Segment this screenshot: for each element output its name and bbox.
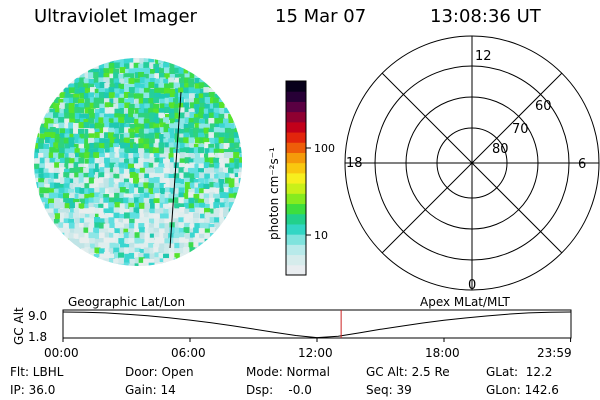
colorbar-cell bbox=[286, 203, 306, 215]
colorbar-cell bbox=[286, 152, 306, 164]
colorbar-cell bbox=[286, 81, 306, 92]
colorbar: 100 10 photon cm⁻²s⁻¹ bbox=[267, 80, 335, 276]
status-gc-alt: GC Alt: 2.5 Re bbox=[366, 365, 450, 379]
status-flt: Flt: LBHL bbox=[10, 365, 64, 379]
time-label: 13:08:36 UT bbox=[430, 6, 541, 27]
polar-mlt-label-0: 0 bbox=[468, 278, 476, 293]
date-label: 15 Mar 07 bbox=[275, 6, 367, 27]
orbit-x-tick-label: 18:00 bbox=[425, 346, 460, 360]
colorbar-cell bbox=[286, 132, 306, 143]
colorbar-cell bbox=[286, 234, 306, 245]
track-line bbox=[169, 91, 182, 249]
colorbar-cell bbox=[286, 162, 306, 174]
instrument-title: Ultraviolet Imager bbox=[34, 6, 197, 27]
colorbar-cell bbox=[286, 142, 306, 153]
colorbar-cell bbox=[286, 264, 306, 276]
orbit-x-tick-label: 23:59 bbox=[537, 346, 572, 360]
colorbar-cell bbox=[286, 172, 306, 184]
status-gain: Gain: 14 bbox=[125, 383, 176, 397]
colorbar-tick-label-100: 100 bbox=[314, 142, 335, 155]
colorbar-cell bbox=[286, 193, 306, 205]
polar-mlt-label-18: 18 bbox=[346, 156, 363, 171]
colorbar-cell bbox=[286, 111, 306, 123]
colorbar-unit-label: photon cm⁻²s⁻¹ bbox=[267, 147, 281, 240]
polar-lat-label-70: 70 bbox=[512, 122, 529, 137]
status-seq: Seq: 39 bbox=[366, 383, 412, 397]
colorbar-cell bbox=[286, 254, 306, 266]
colorbar-cell bbox=[286, 101, 306, 113]
polar-grid bbox=[344, 35, 600, 291]
colorbar-cell bbox=[286, 223, 306, 235]
status-dsp: Dsp: -0.0 bbox=[246, 383, 312, 397]
colorbar-cell bbox=[286, 183, 306, 194]
polar-lat-label-80: 80 bbox=[492, 142, 509, 157]
status-glat: GLat: 12.2 bbox=[486, 365, 553, 379]
orbit-altitude-line bbox=[62, 311, 571, 339]
uv-image-disk bbox=[34, 58, 242, 266]
polar-lat-label-60: 60 bbox=[535, 99, 552, 114]
orbit-x-tick-label: 00:00 bbox=[44, 346, 79, 360]
status-door: Door: Open bbox=[125, 365, 194, 379]
orbit-right-label: Apex MLat/MLT bbox=[420, 295, 510, 309]
orbit-x-tick-label: 06:00 bbox=[171, 346, 206, 360]
colorbar-frame bbox=[285, 80, 307, 276]
orbit-y-axis-label: GC Alt bbox=[12, 307, 26, 345]
orbit-y-tick-bottom: 1.8 bbox=[28, 330, 47, 344]
orbit-y-tick-top: 9.0 bbox=[28, 309, 47, 323]
polar-mlt-label-12: 12 bbox=[475, 49, 492, 64]
orbit-x-tick-label: 12:00 bbox=[298, 346, 333, 360]
colorbar-cell bbox=[286, 121, 306, 133]
colorbar-cell bbox=[286, 91, 306, 102]
status-ip: IP: 36.0 bbox=[10, 383, 56, 397]
orbit-left-label: Geographic Lat/Lon bbox=[68, 295, 185, 309]
colorbar-tick-label-10: 10 bbox=[314, 229, 328, 242]
status-mode: Mode: Normal bbox=[246, 365, 330, 379]
colorbar-cell bbox=[286, 244, 306, 256]
colorbar-cell bbox=[286, 213, 306, 225]
status-glon: GLon: 142.6 bbox=[486, 383, 559, 397]
orbit-plot-frame bbox=[62, 309, 572, 339]
polar-diagonal-b bbox=[381, 72, 563, 254]
polar-mlt-label-6: 6 bbox=[578, 157, 586, 172]
